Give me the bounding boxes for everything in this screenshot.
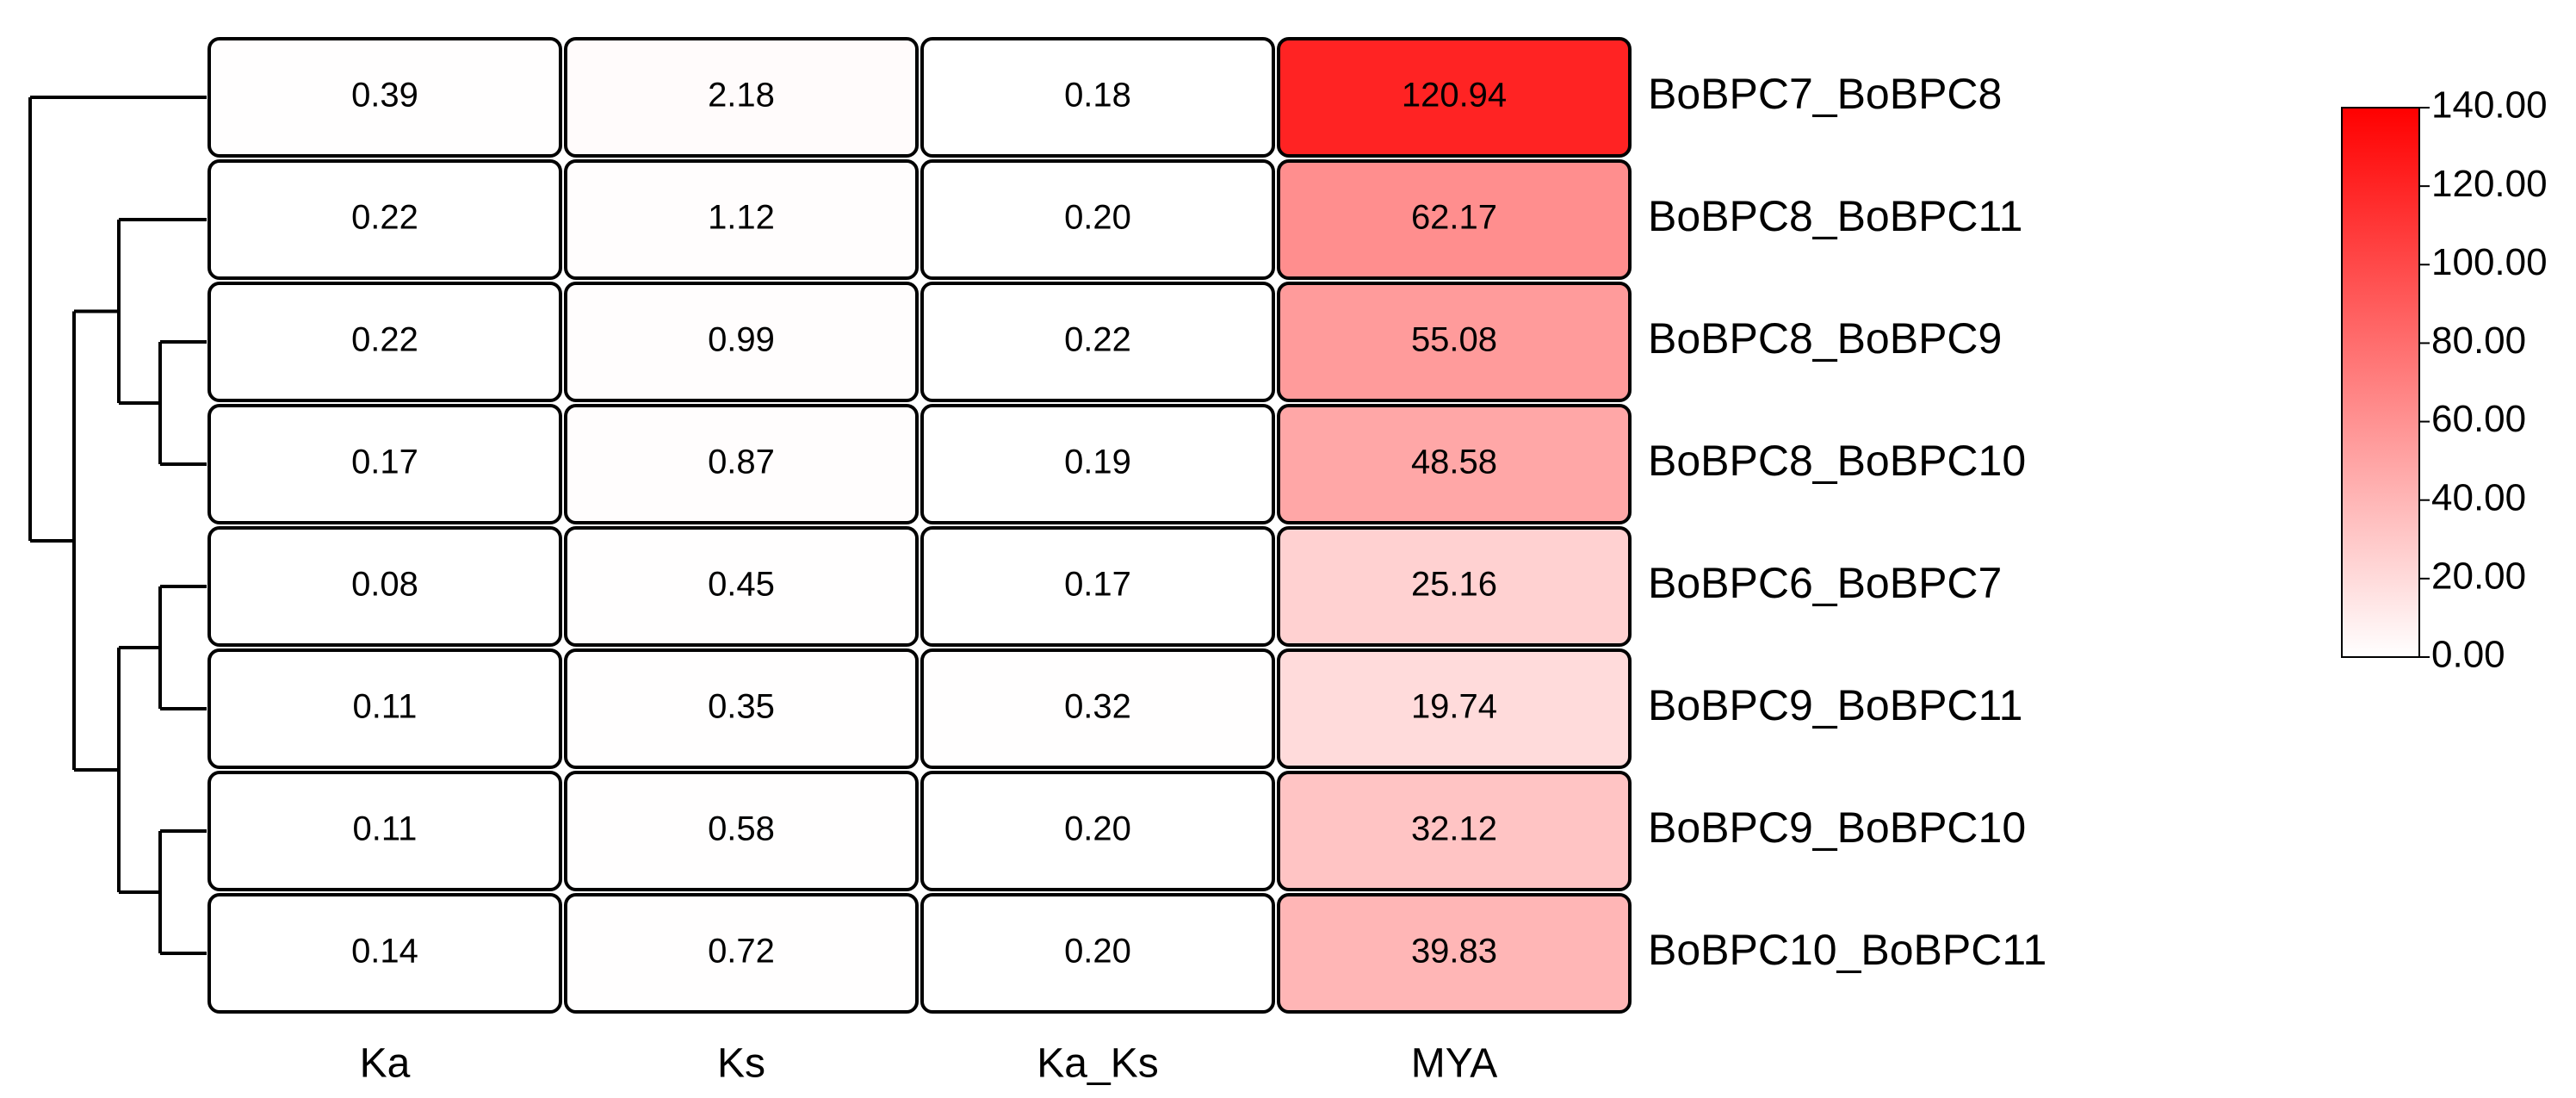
- cell-label: 0.35: [708, 688, 775, 726]
- cell-label: 48.58: [1411, 444, 1497, 481]
- cell-label: 0.17: [1064, 566, 1131, 604]
- cell-label: 39.83: [1411, 933, 1497, 971]
- cell: [207, 282, 562, 402]
- cell: [1277, 893, 1632, 1014]
- color-bar: [2341, 107, 2420, 658]
- cell: [207, 771, 562, 891]
- cell-label: 0.99: [708, 321, 775, 359]
- cell-label: 0.32: [1064, 688, 1131, 726]
- cell: [920, 771, 1275, 891]
- cell: [920, 648, 1275, 769]
- cell-label: 0.14: [351, 933, 418, 971]
- cell: [1277, 282, 1632, 402]
- cell-label: 0.18: [1064, 77, 1131, 115]
- cell: [1277, 37, 1632, 158]
- cell-label: 0.20: [1064, 810, 1131, 848]
- cell: [920, 282, 1275, 402]
- cell-label: 0.87: [708, 444, 775, 481]
- color-tick-label: 0.00: [2431, 634, 2505, 676]
- cell: [207, 37, 562, 158]
- cell: [564, 648, 919, 769]
- column-label: MYA: [1411, 1041, 1497, 1087]
- cell: [1277, 526, 1632, 647]
- cell: [207, 893, 562, 1014]
- cell: [920, 404, 1275, 524]
- cell: [920, 37, 1275, 158]
- cell-label: 19.74: [1411, 688, 1497, 726]
- color-tick-label: 80.00: [2431, 319, 2526, 362]
- cell-label: 0.20: [1064, 933, 1131, 971]
- cell: [1277, 648, 1632, 769]
- cell: [920, 893, 1275, 1014]
- cell: [564, 404, 919, 524]
- row-label: BoBPC9_BoBPC11: [1648, 681, 2022, 729]
- cell-label: 2.18: [708, 77, 775, 115]
- dendrogram: [28, 96, 207, 955]
- cell-label: 0.22: [351, 321, 418, 359]
- row-label: BoBPC8_BoBPC10: [1648, 437, 2026, 485]
- cell-label: 120.94: [1402, 77, 1507, 115]
- cell-label: 0.22: [351, 199, 418, 237]
- cell-label: 0.45: [708, 566, 775, 604]
- cell-label: 0.11: [353, 810, 418, 848]
- row-label: BoBPC10_BoBPC11: [1648, 926, 2047, 974]
- cell: [1277, 771, 1632, 891]
- cell-label: 0.11: [353, 688, 418, 726]
- cell-label: 0.22: [1064, 321, 1131, 359]
- column-label: Ks: [717, 1041, 765, 1087]
- cell: [564, 893, 919, 1014]
- column-label: Ka_Ks: [1037, 1041, 1158, 1087]
- cell-label: 0.19: [1064, 444, 1131, 481]
- cell: [564, 771, 919, 891]
- cell: [207, 648, 562, 769]
- cell: [207, 404, 562, 524]
- cell: [564, 159, 919, 280]
- cell: [564, 37, 919, 158]
- cell-label: 62.17: [1411, 199, 1497, 237]
- cell-label: 0.58: [708, 810, 775, 848]
- cell-label: 0.72: [708, 933, 775, 971]
- row-label: BoBPC9_BoBPC10: [1648, 803, 2026, 852]
- cell-label: 0.39: [351, 77, 418, 115]
- row-label: BoBPC8_BoBPC9: [1648, 314, 2002, 363]
- cell-label: 0.20: [1064, 199, 1131, 237]
- cell-label: 25.16: [1411, 566, 1497, 604]
- color-tick-label: 140.00: [2431, 84, 2548, 127]
- row-label: BoBPC6_BoBPC7: [1648, 559, 2002, 607]
- cell-label: 0.08: [351, 566, 418, 604]
- color-tick-label: 120.00: [2431, 163, 2548, 205]
- row-label: BoBPC8_BoBPC11: [1648, 192, 2022, 240]
- color-tick-label: 60.00: [2431, 398, 2526, 440]
- cell: [1277, 404, 1632, 524]
- cell: [920, 159, 1275, 280]
- column-label: Ka: [360, 1041, 411, 1087]
- cell-label: 0.17: [351, 444, 418, 481]
- color-tick-label: 40.00: [2431, 476, 2526, 518]
- cell: [920, 526, 1275, 647]
- cell: [564, 526, 919, 647]
- cell-label: 55.08: [1411, 321, 1497, 359]
- cell: [207, 159, 562, 280]
- color-tick-label: 20.00: [2431, 555, 2526, 597]
- color-tick-label: 100.00: [2431, 241, 2548, 283]
- cell: [207, 526, 562, 647]
- cell: [1277, 159, 1632, 280]
- cell: [564, 282, 919, 402]
- row-label: BoBPC7_BoBPC8: [1648, 70, 2002, 118]
- cell-label: 32.12: [1411, 810, 1497, 848]
- cell-label: 1.12: [708, 199, 775, 237]
